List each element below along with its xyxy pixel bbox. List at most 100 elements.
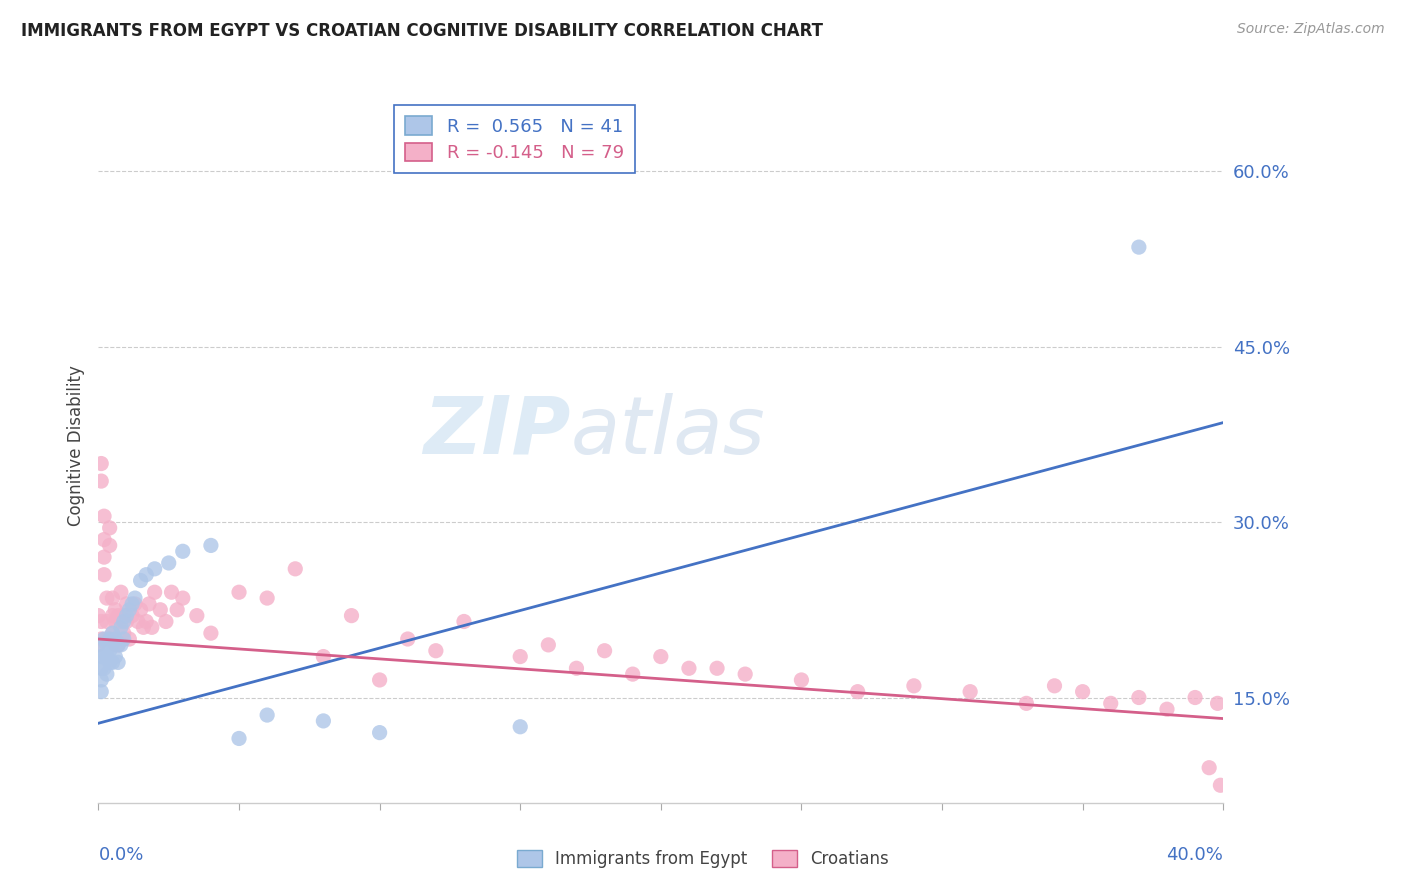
Point: [790, 673, 813, 687]
Point: [96, 591, 118, 605]
Text: 0.0%: 0.0%: [98, 846, 143, 863]
Point: [166, 603, 188, 617]
Point: [101, 626, 124, 640]
Point: [93, 632, 115, 646]
Point: [121, 608, 143, 623]
Point: [537, 638, 560, 652]
Point: [104, 603, 127, 617]
Point: [284, 562, 307, 576]
Point: [98, 644, 121, 658]
Point: [135, 567, 157, 582]
Point: [101, 638, 124, 652]
Point: [228, 731, 250, 746]
Point: [93, 649, 115, 664]
Legend: R =  0.565   N = 41, R = -0.145   N = 79: R = 0.565 N = 41, R = -0.145 N = 79: [395, 105, 634, 173]
Point: [143, 562, 166, 576]
Point: [143, 585, 166, 599]
Point: [101, 626, 124, 640]
Point: [87, 638, 110, 652]
Point: [734, 667, 756, 681]
Point: [98, 538, 121, 552]
Point: [93, 509, 115, 524]
Point: [104, 638, 127, 652]
Point: [107, 638, 129, 652]
Point: [110, 585, 132, 599]
Point: [312, 649, 335, 664]
Point: [98, 521, 121, 535]
Point: [90, 632, 112, 646]
Point: [228, 585, 250, 599]
Point: [98, 632, 121, 646]
Point: [368, 673, 391, 687]
Point: [155, 615, 177, 629]
Point: [509, 649, 531, 664]
Point: [959, 684, 981, 698]
Point: [87, 608, 110, 623]
Point: [1156, 702, 1178, 716]
Point: [1184, 690, 1206, 705]
Point: [172, 544, 194, 558]
Point: [256, 591, 278, 605]
Point: [112, 626, 135, 640]
Point: [115, 597, 138, 611]
Point: [157, 556, 180, 570]
Point: [90, 684, 112, 698]
Point: [90, 615, 112, 629]
Point: [104, 649, 127, 664]
Point: [90, 457, 112, 471]
Point: [93, 533, 115, 547]
Point: [90, 474, 112, 488]
Point: [124, 591, 146, 605]
Point: [593, 644, 616, 658]
Point: [93, 550, 115, 565]
Point: [115, 615, 138, 629]
Point: [115, 608, 138, 623]
Y-axis label: Cognitive Disability: Cognitive Disability: [66, 366, 84, 526]
Point: [101, 608, 124, 623]
Point: [129, 603, 152, 617]
Legend: Immigrants from Egypt, Croatians: Immigrants from Egypt, Croatians: [510, 843, 896, 875]
Point: [340, 608, 363, 623]
Point: [96, 638, 118, 652]
Point: [107, 608, 129, 623]
Point: [104, 615, 127, 629]
Point: [846, 684, 869, 698]
Point: [678, 661, 700, 675]
Point: [96, 615, 118, 629]
Point: [565, 661, 588, 675]
Point: [172, 591, 194, 605]
Point: [141, 620, 163, 634]
Point: [706, 661, 728, 675]
Point: [90, 673, 112, 687]
Point: [127, 615, 149, 629]
Point: [121, 597, 143, 611]
Point: [90, 661, 112, 675]
Point: [96, 667, 118, 681]
Point: [1128, 240, 1150, 254]
Point: [93, 567, 115, 582]
Point: [186, 608, 208, 623]
Point: [98, 632, 121, 646]
Point: [112, 608, 135, 623]
Point: [256, 708, 278, 723]
Point: [200, 626, 222, 640]
Point: [149, 603, 172, 617]
Point: [96, 632, 118, 646]
Point: [1209, 778, 1232, 792]
Point: [118, 603, 141, 617]
Point: [112, 615, 135, 629]
Point: [101, 591, 124, 605]
Point: [138, 597, 160, 611]
Point: [1128, 690, 1150, 705]
Point: [453, 615, 475, 629]
Point: [107, 656, 129, 670]
Point: [200, 538, 222, 552]
Point: [90, 649, 112, 664]
Point: [87, 638, 110, 652]
Point: [110, 615, 132, 629]
Point: [312, 714, 335, 728]
Point: [160, 585, 183, 599]
Point: [1043, 679, 1066, 693]
Point: [96, 649, 118, 664]
Point: [110, 638, 132, 652]
